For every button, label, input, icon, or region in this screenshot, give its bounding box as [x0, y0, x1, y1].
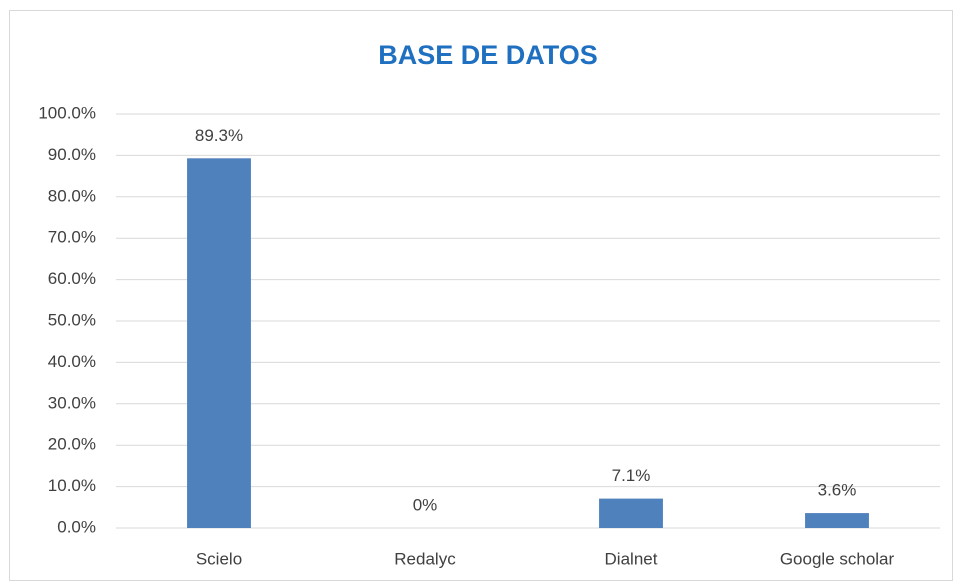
y-tick-label: 100.0% [38, 103, 96, 122]
chart-border [9, 10, 953, 581]
y-tick-label: 30.0% [48, 393, 96, 412]
y-tick-label: 50.0% [48, 310, 96, 329]
y-tick-label: 40.0% [48, 352, 96, 371]
y-tick-label: 60.0% [48, 269, 96, 288]
y-tick-label: 20.0% [48, 435, 96, 454]
data-label: 0% [413, 495, 438, 514]
data-label: 3.6% [818, 481, 857, 500]
bar [187, 158, 251, 528]
y-tick-label: 10.0% [48, 476, 96, 495]
bar [805, 513, 869, 528]
x-tick-label: Redalyc [394, 549, 456, 568]
y-tick-label: 70.0% [48, 228, 96, 247]
x-tick-label: Dialnet [605, 549, 658, 568]
x-tick-label: Scielo [196, 549, 242, 568]
x-tick-label: Google scholar [780, 549, 895, 568]
y-tick-label: 80.0% [48, 186, 96, 205]
chart-title: BASE DE DATOS [378, 40, 598, 70]
y-tick-label: 90.0% [48, 145, 96, 164]
data-label: 7.1% [612, 466, 651, 485]
y-tick-label: 0.0% [57, 517, 96, 536]
data-label: 89.3% [195, 126, 243, 145]
bar [599, 498, 663, 528]
